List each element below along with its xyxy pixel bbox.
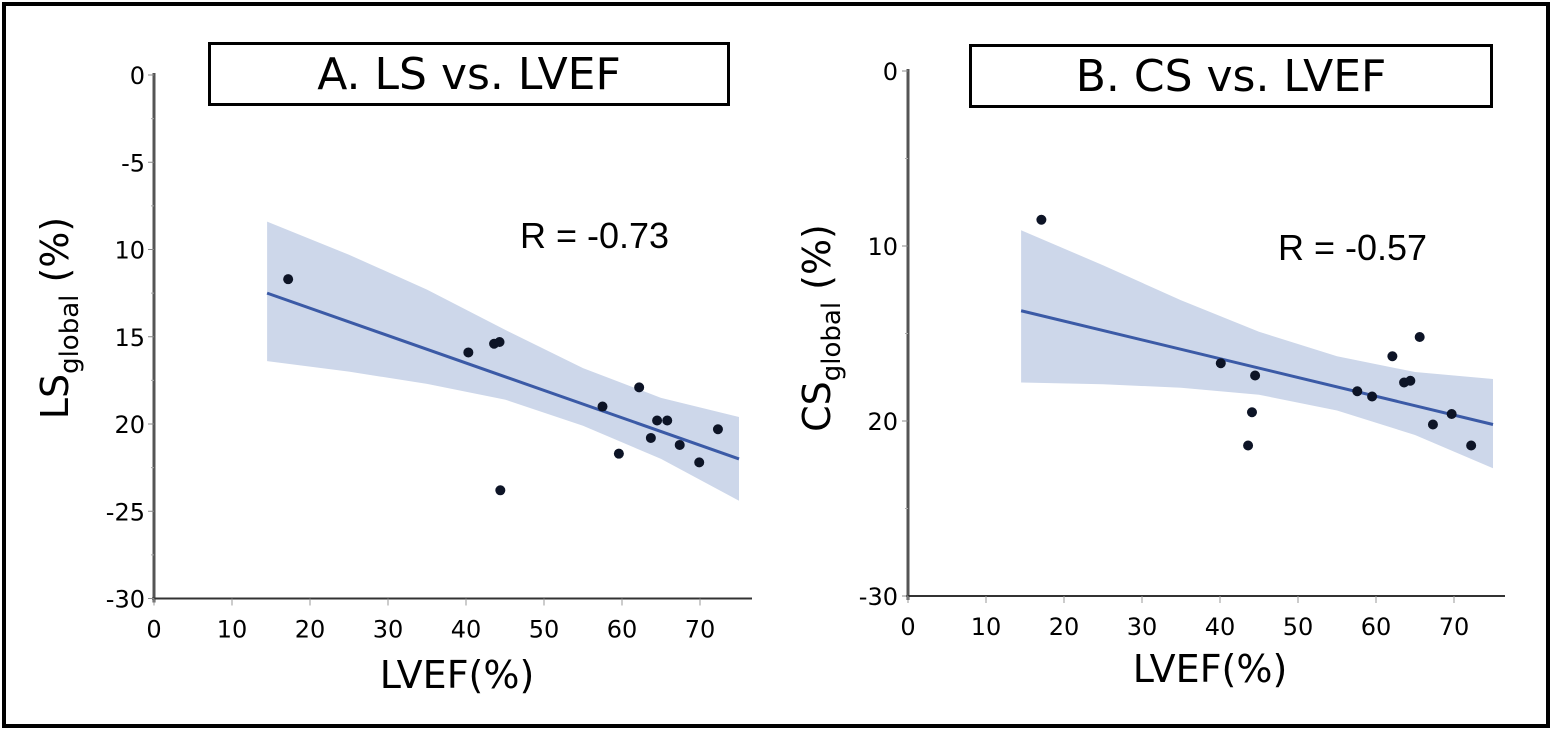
panel-b-x-tick-label: 50 (1283, 613, 1314, 641)
panel-a-x-tick-label: 50 (529, 616, 560, 644)
panel-a-data-point (463, 347, 474, 358)
panel-a-x-tick-label: 0 (146, 616, 161, 644)
y-axis-title-main: LS (33, 374, 77, 419)
panel-a-x-tick-label: 40 (451, 616, 482, 644)
panel-a-x-axis-title: LVEF(%) (380, 653, 535, 697)
panel-a-data-point (674, 439, 685, 450)
panel-a-data-point (652, 415, 663, 426)
panel-a-data-point (634, 382, 645, 393)
panel-b-data-point (1367, 391, 1378, 402)
y-axis-title-unit: (%) (795, 224, 839, 302)
panel-b-data-point (1215, 358, 1226, 369)
panel-b-data-point (1466, 440, 1477, 451)
panel-a-y-tick-label: 15 (114, 324, 145, 352)
panel-a-data-point (494, 336, 505, 347)
panel-b-correlation-label: R = -0.57 (1278, 227, 1427, 268)
panel-a-correlation-label: R = -0.73 (520, 215, 669, 256)
panel-a-y-tick-label: 0 (130, 62, 145, 90)
panel-b-data-point (1250, 370, 1261, 381)
panel-a-y-tick-label: -25 (106, 498, 145, 526)
panel-b-y-tick-label: 10 (867, 233, 898, 261)
panel-a-data-point (613, 448, 624, 459)
panel-b-data-point (1036, 214, 1047, 225)
panel-a-data-point (645, 432, 656, 443)
panel-a-y-tick-label: -30 (106, 586, 145, 614)
panel-b-x-tick-label: 60 (1361, 613, 1392, 641)
panel-b-y-tick-label: 20 (867, 408, 898, 436)
panel-b-y-axis-title: CSglobal (%) (795, 224, 847, 432)
panel-b-x-axis-title: LVEF(%) (1133, 647, 1288, 691)
panel-a-x-tick-label: 20 (295, 616, 326, 644)
panel-b-data-point (1243, 440, 1254, 451)
panel-b-data-point (1387, 351, 1398, 362)
panel-a-data-point (694, 457, 705, 468)
panel-a-data-point (662, 415, 673, 426)
panel-b-x-tick-label: 10 (971, 613, 1002, 641)
panel-b-x-tick-label: 20 (1049, 613, 1080, 641)
panel-b-x-tick-label: 70 (1439, 613, 1470, 641)
panel-a-x-tick-label: 10 (217, 616, 248, 644)
panel-b-x-tick-label: 30 (1127, 613, 1158, 641)
panel-a-title: A. LS vs. LVEF (208, 42, 730, 106)
panel-b-x-tick-label: 0 (900, 613, 915, 641)
panel-a-regression-line (266, 291, 740, 461)
y-axis-title-main: CS (795, 381, 839, 432)
y-axis-title-subscript: global (817, 302, 847, 381)
panel-b-confidence-band (1021, 230, 1493, 469)
panel-b-title: B. CS vs. LVEF (969, 44, 1493, 108)
panel-b-data-point (1246, 407, 1257, 418)
panel-a-y-tick-label: -5 (121, 149, 145, 177)
panel-b-data-point (1405, 375, 1416, 386)
y-axis-title-subscript: global (55, 295, 85, 374)
panel-a-data-point (712, 424, 723, 435)
y-axis-title-unit: (%) (33, 217, 77, 295)
panel-b-data-point (1446, 409, 1457, 419)
panel-a-y-tick-label: 20 (114, 411, 145, 439)
panel-b-y-tick-label: 0 (883, 58, 898, 86)
panel-a-x-tick-label: 60 (607, 616, 638, 644)
panel-b-data-point (1352, 386, 1363, 397)
panel-a-confidence-band (267, 221, 739, 501)
panel-a-y-tick-label: 10 (114, 237, 145, 265)
panel-a-x-tick-label: 70 (685, 616, 716, 644)
panel-b-data-point (1414, 332, 1425, 342)
panel-b-x-tick-label: 40 (1205, 613, 1236, 641)
panel-a-y-axis-title: LSglobal (%) (33, 217, 85, 419)
panel-a-data-point (283, 274, 294, 285)
panel-a-x-tick-label: 30 (373, 616, 404, 644)
panel-a-data-point (495, 485, 506, 496)
panel-a-data-point (597, 401, 608, 412)
panel-b-regression-line (1020, 309, 1494, 426)
panel-b-data-point (1427, 419, 1438, 430)
panel-b-y-tick-label: -30 (859, 583, 898, 611)
